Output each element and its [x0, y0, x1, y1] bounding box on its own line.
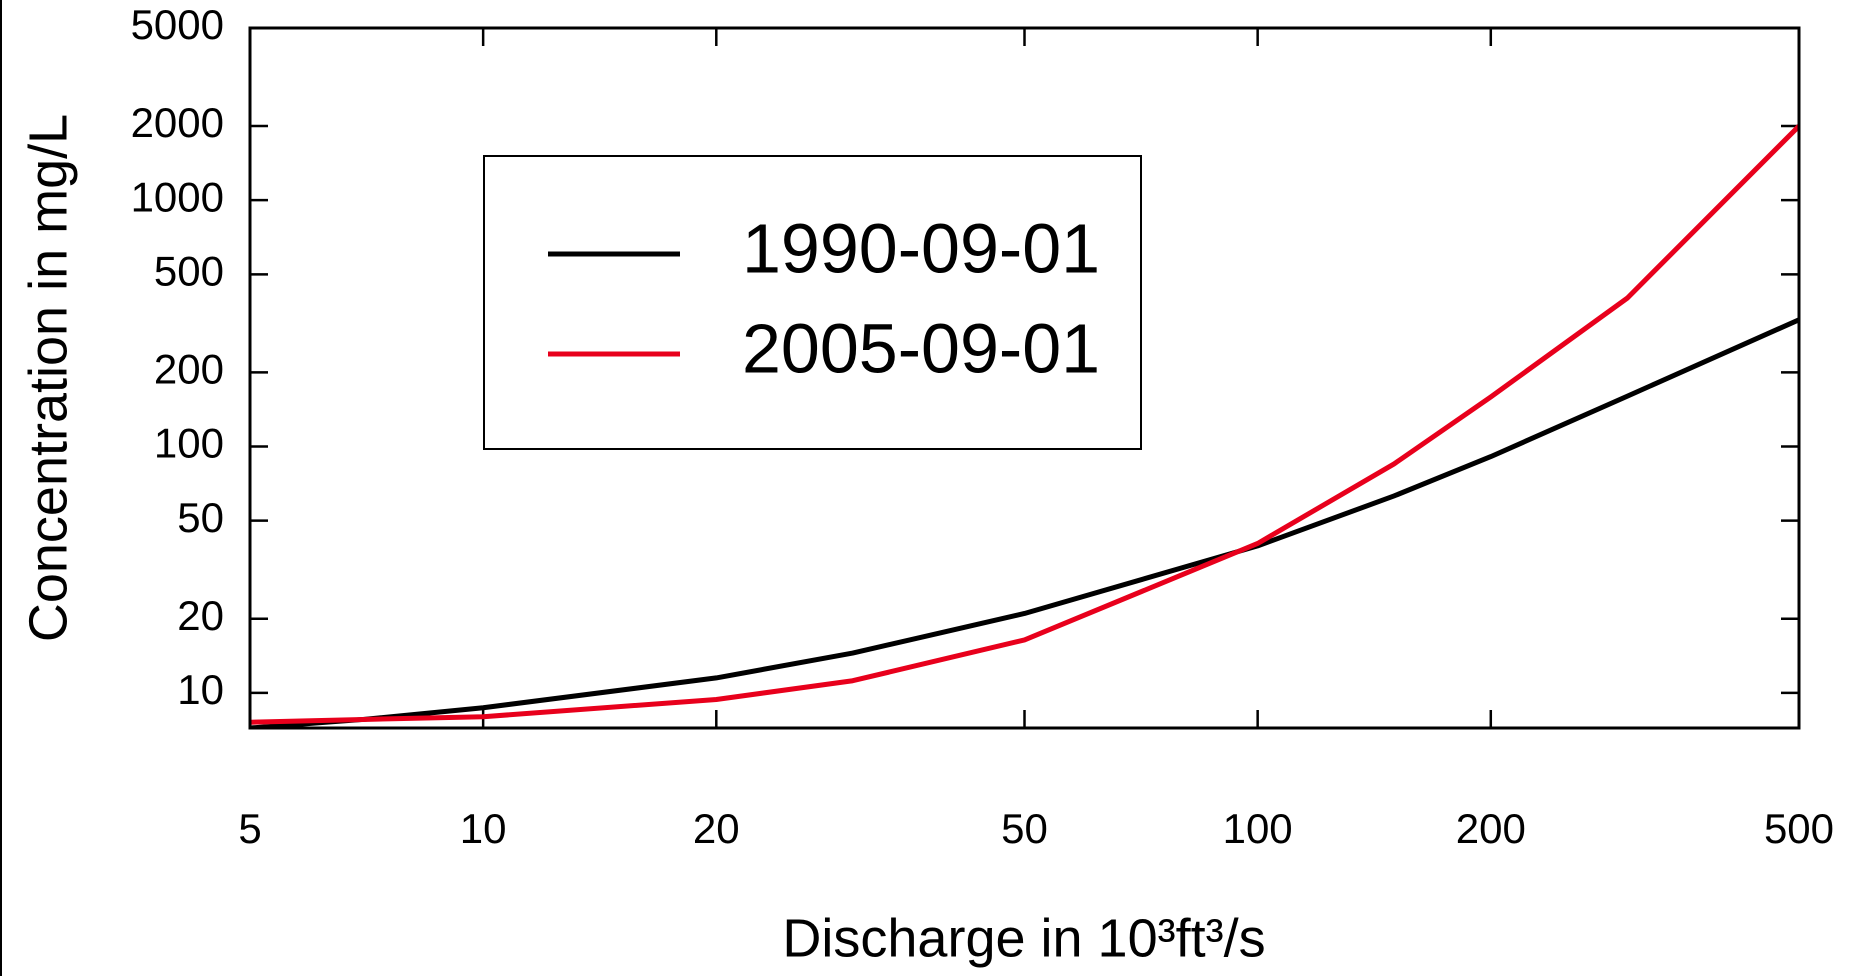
y-tick-label: 1000	[131, 173, 224, 220]
x-tick-label: 200	[1456, 805, 1526, 852]
y-axis-label: Concentration in mg/L	[18, 114, 78, 642]
x-tick-label: 5	[238, 805, 261, 852]
y-tick-label: 5000	[131, 1, 224, 48]
y-tick-label: 2000	[131, 99, 224, 146]
y-tick-label: 50	[177, 494, 224, 541]
y-tick-label: 20	[177, 592, 224, 639]
legend-box	[483, 155, 1142, 450]
y-tick-label: 100	[154, 420, 224, 467]
plot-frame	[248, 26, 1801, 730]
series-line	[250, 124, 1799, 725]
series-line	[250, 317, 1799, 728]
x-tick-label: 20	[693, 805, 740, 852]
x-tick-label: 50	[1001, 805, 1048, 852]
x-tick-label: 500	[1764, 805, 1834, 852]
legend-label: 2005-09-01	[742, 309, 1100, 387]
y-tick-label: 10	[177, 666, 224, 713]
x-tick-label: 10	[460, 805, 507, 852]
legend-label: 1990-09-01	[742, 209, 1100, 287]
y-tick-label: 500	[154, 247, 224, 294]
x-tick-label: 100	[1223, 805, 1293, 852]
x-axis-label: Discharge in 10³ft³/s	[782, 908, 1265, 968]
y-tick-label: 200	[154, 345, 224, 392]
